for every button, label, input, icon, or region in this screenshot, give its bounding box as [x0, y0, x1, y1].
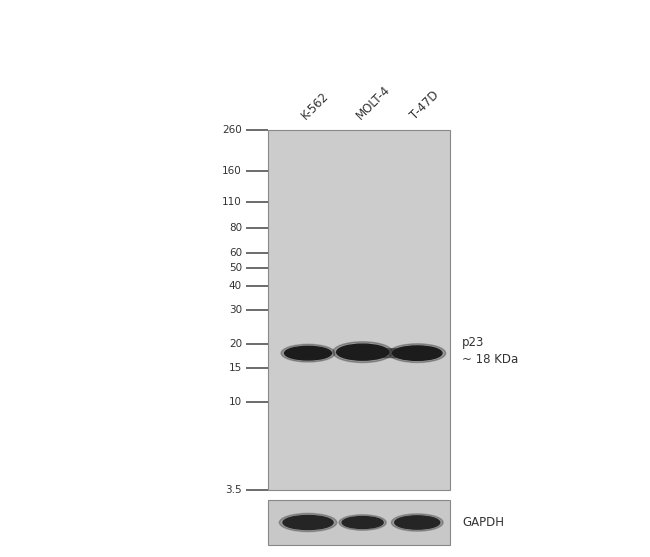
- Text: 40: 40: [229, 281, 242, 291]
- Bar: [268, 130, 450, 490]
- Text: 50: 50: [229, 263, 242, 273]
- Text: 20: 20: [229, 339, 242, 349]
- Text: 60: 60: [229, 247, 242, 257]
- Ellipse shape: [283, 515, 333, 530]
- Bar: [268, 500, 450, 545]
- Ellipse shape: [342, 516, 383, 529]
- Ellipse shape: [391, 514, 443, 531]
- Text: GAPDH: GAPDH: [462, 516, 504, 529]
- Ellipse shape: [395, 516, 440, 529]
- Text: T-47D: T-47D: [408, 89, 442, 122]
- Ellipse shape: [389, 344, 446, 363]
- Ellipse shape: [352, 349, 428, 358]
- Text: ~ 18 KDa: ~ 18 KDa: [462, 353, 518, 366]
- Ellipse shape: [285, 346, 332, 360]
- Text: 30: 30: [229, 305, 242, 315]
- Text: 160: 160: [222, 165, 242, 175]
- Text: 80: 80: [229, 223, 242, 233]
- Text: 10: 10: [229, 397, 242, 407]
- Text: K-562: K-562: [299, 89, 332, 122]
- Text: 15: 15: [229, 363, 242, 373]
- Ellipse shape: [337, 344, 389, 360]
- Ellipse shape: [393, 346, 442, 360]
- Ellipse shape: [339, 515, 386, 530]
- Text: 110: 110: [222, 197, 242, 207]
- Ellipse shape: [281, 344, 335, 362]
- Text: 260: 260: [222, 125, 242, 135]
- Ellipse shape: [333, 342, 393, 363]
- Text: MOLT-4: MOLT-4: [354, 83, 393, 122]
- Text: 3.5: 3.5: [226, 485, 242, 495]
- Text: p23: p23: [462, 336, 484, 349]
- Ellipse shape: [280, 514, 337, 531]
